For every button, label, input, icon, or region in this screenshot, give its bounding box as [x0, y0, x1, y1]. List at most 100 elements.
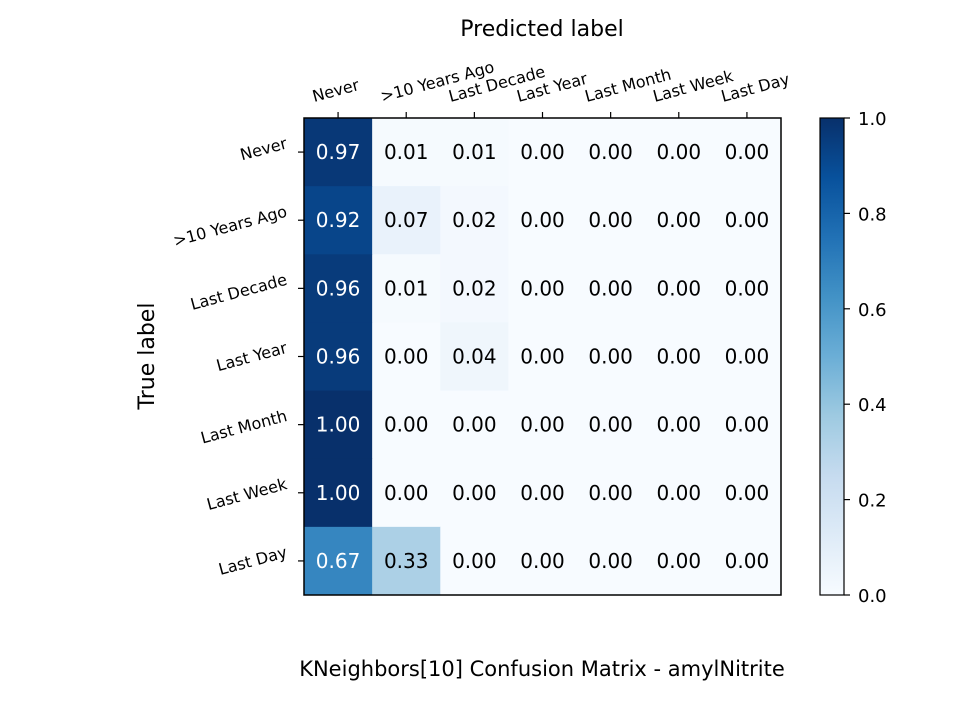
cell-value-label: 0.02 — [452, 276, 497, 300]
colorbar-tick-label: 0.8 — [858, 204, 887, 225]
cell-value-label: 0.00 — [520, 140, 565, 164]
heatmap-cell — [644, 254, 714, 323]
cell-value-label: 0.00 — [725, 481, 770, 505]
cell-value-label: 1.00 — [316, 413, 361, 437]
cell-value-label: 0.96 — [316, 345, 361, 369]
cell-value-label: 0.00 — [588, 413, 633, 437]
heatmap-cell — [304, 526, 373, 596]
y-axis-label: True label — [135, 303, 160, 411]
y-tick-label: Never — [238, 133, 289, 164]
cell-value-label: 0.00 — [588, 276, 633, 300]
heatmap-cell — [576, 458, 646, 528]
heatmap-cell — [508, 526, 578, 596]
heatmap-cell — [440, 186, 509, 255]
heatmap-cell — [304, 322, 373, 392]
cell-value-label: 0.00 — [520, 345, 565, 369]
cell-value-label: 0.92 — [316, 208, 361, 232]
y-tick-label: >10 Years Ago — [171, 202, 289, 251]
cell-value-label: 0.00 — [725, 345, 770, 369]
colorbar-tick-label: 1.0 — [858, 109, 887, 130]
heatmap-cell — [440, 118, 509, 187]
cell-value-label: 0.67 — [316, 549, 361, 573]
cell-value-label: 0.00 — [657, 481, 702, 505]
heatmap-cell — [372, 118, 441, 187]
cell-value-label: 0.00 — [384, 481, 429, 505]
x-tick-label: Never — [310, 75, 361, 106]
heatmap-cell — [576, 526, 646, 596]
cell-value-label: 0.00 — [384, 345, 429, 369]
cell-value-label: 0.00 — [520, 481, 565, 505]
heatmap-cell — [304, 254, 373, 323]
cell-value-label: 0.04 — [452, 345, 497, 369]
chart-title: KNeighbors[10] Confusion Matrix - amylNi… — [299, 657, 785, 681]
cell-value-label: 0.01 — [384, 140, 429, 164]
heatmap-cell — [508, 118, 578, 187]
heatmap-cell — [508, 322, 578, 392]
heatmap-cell — [440, 526, 509, 596]
cell-value-label: 0.00 — [725, 140, 770, 164]
heatmap-cell — [644, 118, 714, 187]
cell-value-label: 0.00 — [588, 345, 633, 369]
x-axis-label: Predicted label — [460, 17, 623, 42]
cell-value-label: 0.00 — [520, 276, 565, 300]
heatmap-cell — [304, 186, 373, 255]
heatmap-cell — [576, 118, 646, 187]
cell-value-label: 0.00 — [452, 413, 497, 437]
cell-value-label: 0.97 — [316, 140, 361, 164]
heatmap-cell — [712, 186, 782, 255]
heatmap-cell — [712, 390, 782, 460]
heatmap-cell — [508, 390, 578, 460]
cell-value-label: 0.00 — [657, 208, 702, 232]
heatmap-cell — [372, 390, 441, 460]
y-tick-label: Last Year — [214, 338, 289, 375]
cell-value-label: 0.00 — [588, 481, 633, 505]
heatmap-cell — [372, 186, 441, 255]
y-tick-label: Last Month — [199, 406, 289, 447]
cell-value-label: 0.00 — [657, 140, 702, 164]
heatmap-cell — [372, 322, 441, 392]
cell-value-label: 0.00 — [657, 549, 702, 573]
colorbar-tick-group: 0.0 0.2 0.4 0.6 0.8 1.0 — [844, 109, 887, 607]
heatmap-cell — [440, 390, 509, 460]
heatmap-cell — [304, 458, 373, 528]
heatmap-cell — [712, 458, 782, 528]
heatmap-cell — [440, 458, 509, 528]
heatmap-cell — [644, 390, 714, 460]
cell-value-label: 0.01 — [384, 276, 429, 300]
heatmap-cell — [440, 254, 509, 323]
heatmap-cells: 0.97 0.01 0.01 0.00 0.00 0.00 0.00 0.92 0.07 0.02… — [304, 118, 782, 596]
heatmap-cell — [576, 390, 646, 460]
heatmap-cell — [644, 526, 714, 596]
cell-value-label: 0.00 — [520, 413, 565, 437]
cell-value-label: 0.00 — [588, 208, 633, 232]
heatmap-cell — [576, 322, 646, 392]
cell-value-label: 0.00 — [520, 208, 565, 232]
cell-value-label: 0.01 — [452, 140, 497, 164]
cell-value-label: 0.00 — [725, 413, 770, 437]
heatmap-cell — [508, 254, 578, 323]
cell-value-label: 0.07 — [384, 208, 429, 232]
cell-value-label: 0.00 — [520, 549, 565, 573]
heatmap-cell — [644, 186, 714, 255]
heatmap-cell — [576, 254, 646, 323]
cell-value-label: 0.00 — [725, 208, 770, 232]
heatmap-cell — [712, 118, 782, 187]
heatmap-cell — [712, 254, 782, 323]
heatmap-cell — [644, 322, 714, 392]
cell-value-label: 0.33 — [384, 549, 429, 573]
colorbar — [819, 117, 845, 596]
heatmap-cell — [372, 526, 441, 596]
heatmap-cell — [644, 458, 714, 528]
y-tick-group: Never >10 Years Ago Last Decade Last Year La… — [171, 133, 304, 579]
heatmap-cell — [440, 322, 509, 392]
heatmap-cell — [508, 186, 578, 255]
cell-value-label: 0.96 — [316, 276, 361, 300]
cell-value-label: 0.00 — [657, 276, 702, 300]
cell-value-label: 1.00 — [316, 481, 361, 505]
y-tick-label: Last Decade — [188, 270, 289, 314]
cell-value-label: 0.00 — [452, 481, 497, 505]
cell-value-label: 0.00 — [452, 549, 497, 573]
cell-value-label: 0.00 — [657, 413, 702, 437]
